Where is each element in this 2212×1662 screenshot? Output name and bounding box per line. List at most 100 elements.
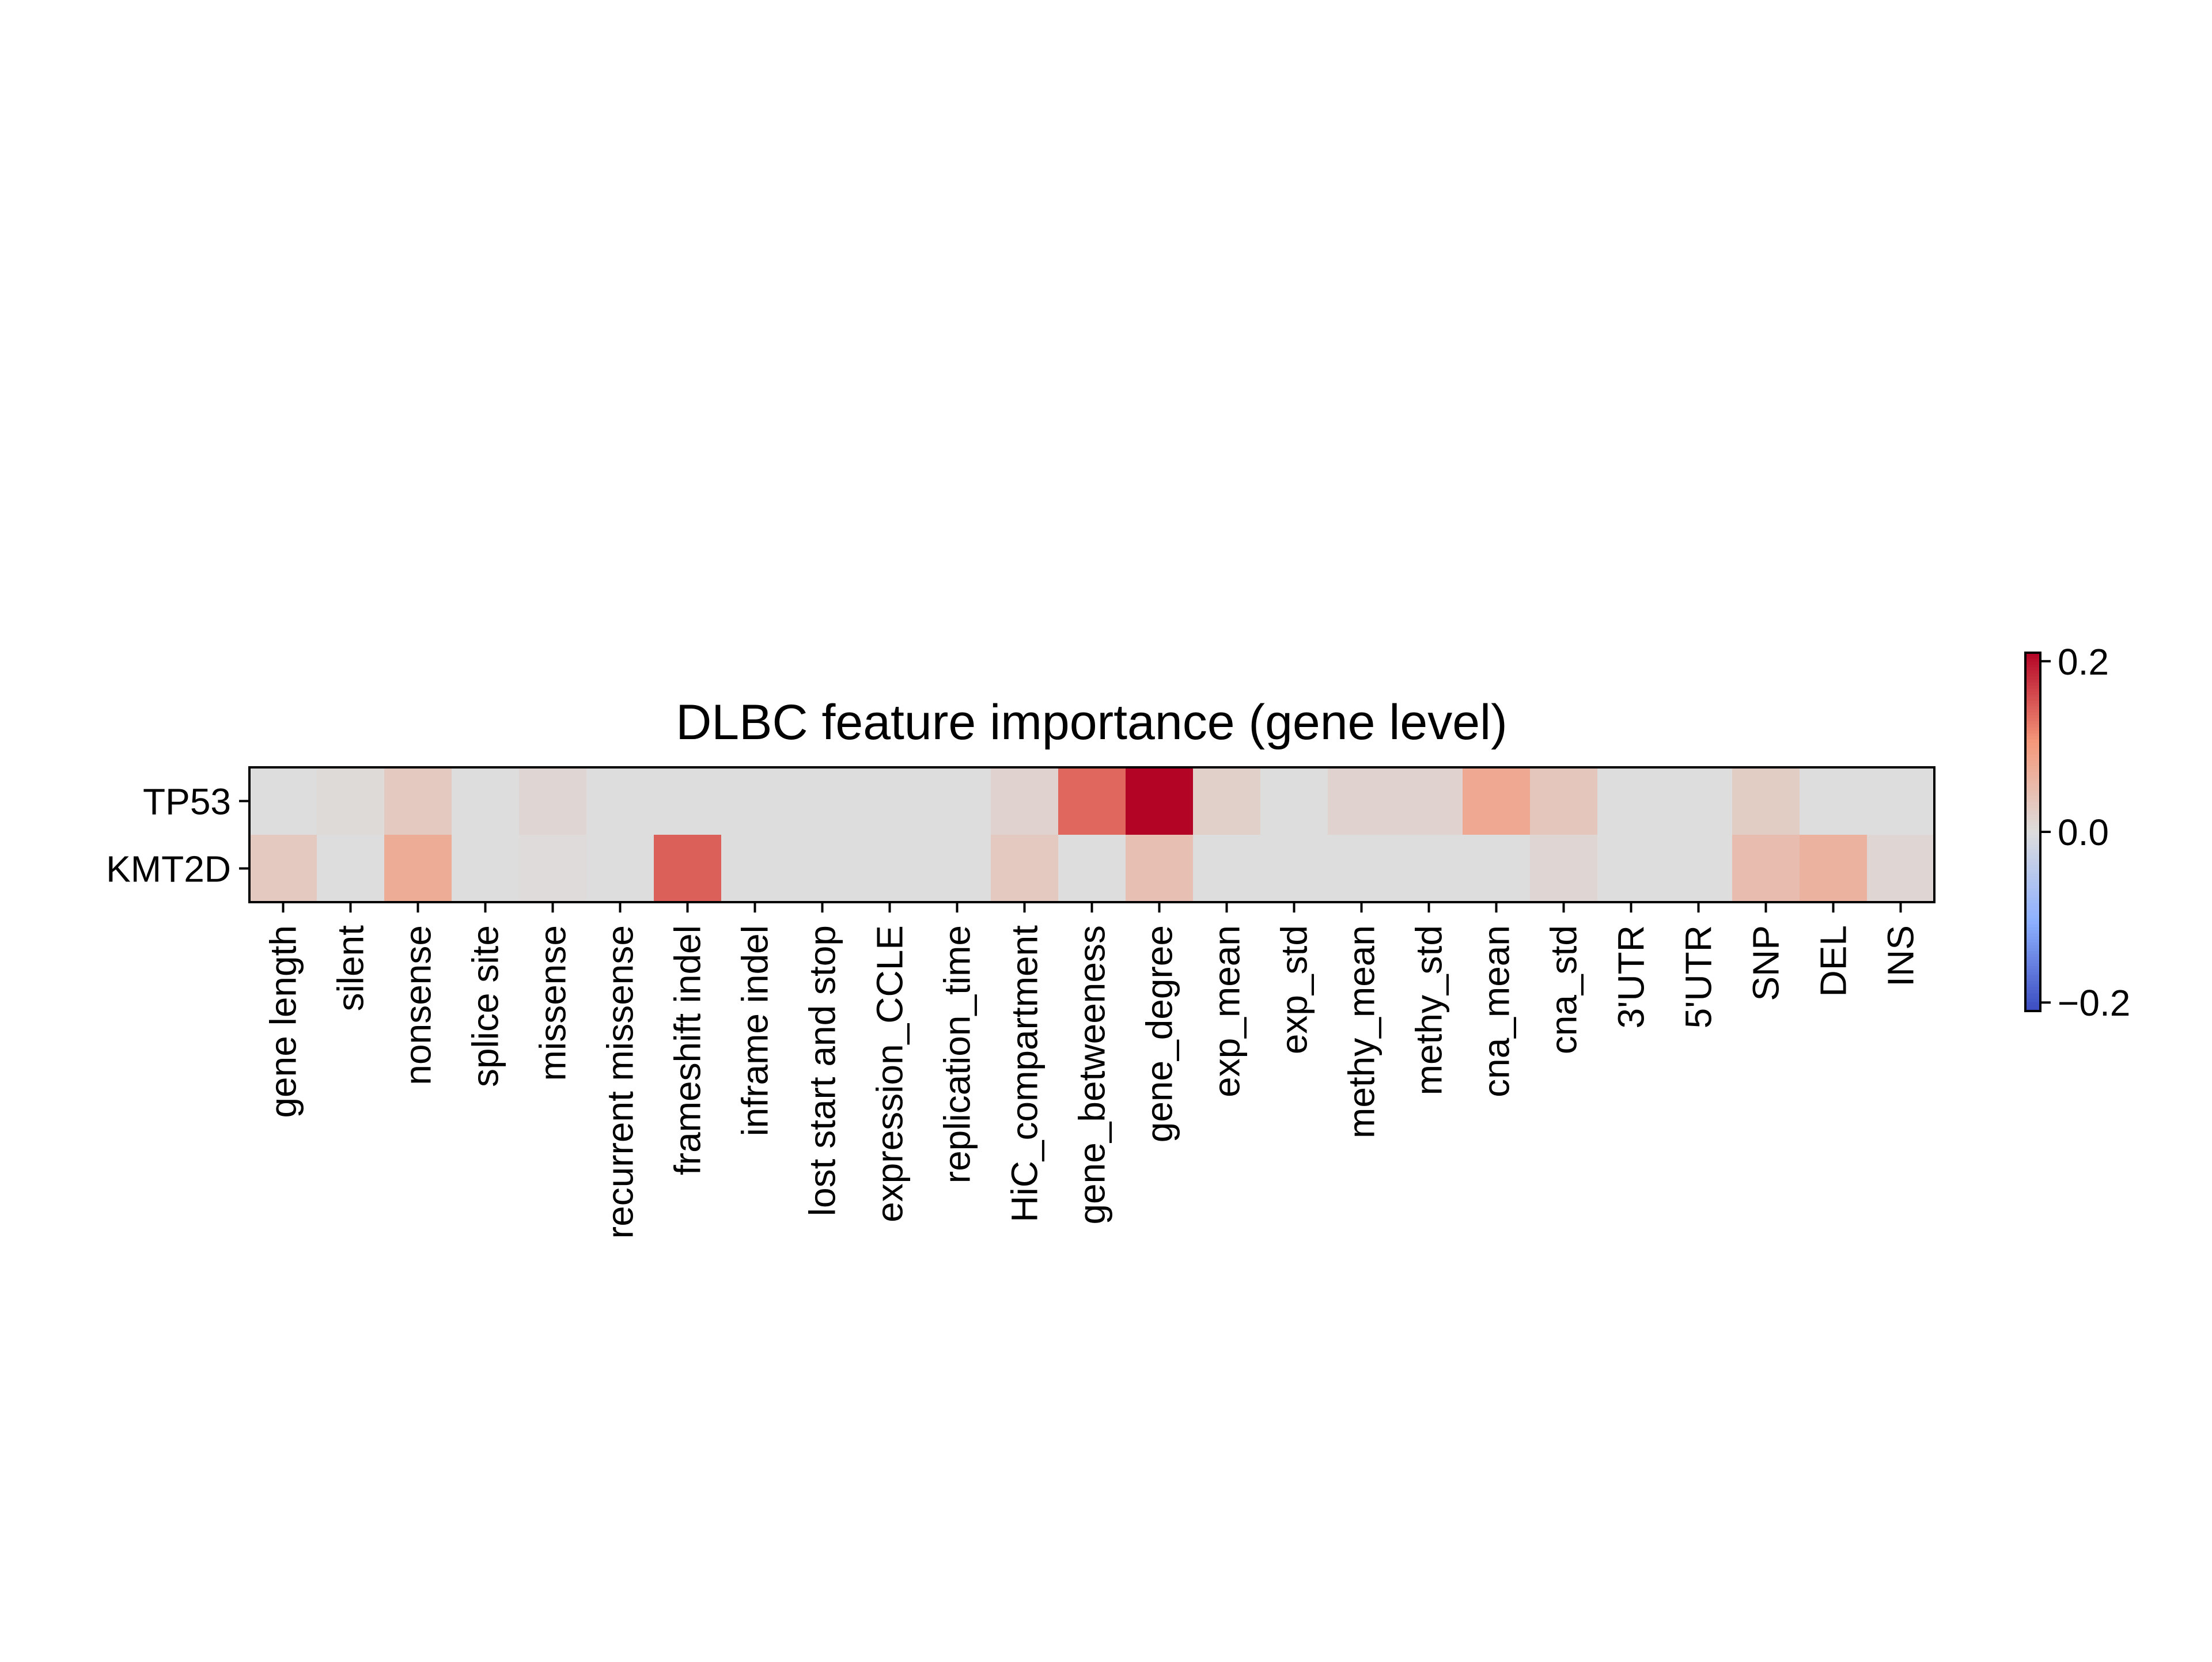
colorbar-segment	[2025, 888, 2040, 892]
colorbar-segment	[2025, 673, 2040, 677]
colorbar-segment	[2025, 793, 2040, 797]
heatmap-cell	[1463, 767, 1531, 835]
colorbar-segment	[2025, 766, 2040, 770]
colorbar-segment	[2025, 691, 2040, 695]
colorbar-segment	[2025, 667, 2040, 671]
colorbar-segment	[2025, 846, 2040, 850]
colorbar-segment	[2025, 865, 2040, 868]
heatmap-cell	[856, 835, 924, 903]
colorbar-segment	[2025, 924, 2040, 928]
heatmap-cell	[452, 767, 520, 835]
heatmap-cell	[789, 835, 857, 903]
x-tick-label: gene length	[263, 925, 304, 1118]
colorbar-segment	[2025, 918, 2040, 922]
heatmap-cell	[1463, 835, 1531, 903]
x-tick-label: frameshift indel	[667, 925, 709, 1175]
x-tick-label: inframe indel	[734, 925, 776, 1136]
y-tick-label: TP53	[143, 781, 231, 823]
colorbar-segment	[2025, 835, 2040, 839]
colorbar-segment	[2025, 754, 2040, 758]
heatmap-cell	[586, 835, 654, 903]
heatmap-cell	[1260, 767, 1328, 835]
x-tick-label: cna_mean	[1476, 925, 1517, 1097]
colorbar-segment	[2025, 784, 2040, 788]
colorbar-segment	[2025, 987, 2040, 991]
colorbar-segment	[2025, 984, 2040, 988]
colorbar-segment	[2025, 978, 2040, 982]
x-tick-label: SNP	[1745, 925, 1787, 1001]
colorbar-segment	[2025, 796, 2040, 800]
x-tick-label: gene_degree	[1139, 925, 1180, 1142]
colorbar-segment	[2025, 996, 2040, 1000]
colorbar-segment	[2025, 858, 2040, 862]
heatmap-cell	[1058, 767, 1126, 835]
heatmap-cell	[452, 835, 520, 903]
colorbar-segment	[2025, 661, 2040, 665]
colorbar-segment	[2025, 686, 2040, 689]
colorbar-segment	[2025, 739, 2040, 743]
x-tick-label: methy_mean	[1341, 925, 1382, 1138]
x-tick-label: lost start and stop	[802, 925, 843, 1216]
colorbar-segment	[2025, 656, 2040, 660]
x-tick-label: cna_std	[1543, 925, 1585, 1054]
x-tick-label: INS	[1880, 925, 1922, 987]
colorbar-segment	[2025, 954, 2040, 958]
colorbar-segment	[2025, 820, 2040, 824]
colorbar-tick-label: −0.2	[2058, 982, 2130, 1024]
colorbar-segment	[2025, 760, 2040, 764]
x-tick-label: splice site	[465, 925, 506, 1087]
colorbar-segment	[2025, 700, 2040, 704]
colorbar-segment	[2025, 906, 2040, 910]
heatmap-cell	[1665, 767, 1733, 835]
heatmap-cell	[1867, 835, 1935, 903]
colorbar-segment	[2025, 1002, 2040, 1006]
colorbar-segment	[2025, 900, 2040, 904]
colorbar-segment	[2025, 772, 2040, 776]
colorbar-segment	[2025, 951, 2040, 955]
y-tick-label: KMT2D	[106, 849, 231, 890]
colorbar-segment	[2025, 721, 2040, 725]
heatmap-cells	[249, 767, 1935, 903]
colorbar-segment	[2025, 826, 2040, 830]
colorbar-segment	[2025, 921, 2040, 925]
colorbar-segment	[2025, 775, 2040, 779]
colorbar-segment	[2025, 898, 2040, 902]
colorbar-segment	[2025, 778, 2040, 782]
x-tick-label: expression_CCLE	[869, 925, 911, 1222]
colorbar-segment	[2025, 885, 2040, 889]
colorbar-segment	[2025, 957, 2040, 961]
colorbar-segment	[2025, 828, 2040, 832]
heatmap-cell	[1058, 835, 1126, 903]
colorbar-segment	[2025, 658, 2040, 662]
colorbar-segment	[2025, 1008, 2040, 1012]
colorbar-segment	[2025, 942, 2040, 946]
colorbar-segment	[2025, 653, 2040, 656]
colorbar-segment	[2025, 960, 2040, 964]
heatmap-cell	[1530, 835, 1598, 903]
heatmap-cell	[1126, 767, 1194, 835]
heatmap-cell	[1867, 767, 1935, 835]
colorbar-segment	[2025, 811, 2040, 815]
heatmap-cell	[1395, 767, 1463, 835]
colorbar-segment	[2025, 868, 2040, 872]
heatmap-cell	[1328, 767, 1396, 835]
colorbar-segment	[2025, 855, 2040, 860]
colorbar-segment	[2025, 933, 2040, 937]
colorbar-segment	[2025, 745, 2040, 749]
colorbar-segment	[2025, 757, 2040, 761]
colorbar-segment	[2025, 676, 2040, 680]
colorbar-segment	[2025, 903, 2040, 907]
colorbar-segment	[2025, 975, 2040, 979]
colorbar-segment	[2025, 909, 2040, 913]
colorbar-segment	[2025, 873, 2040, 877]
colorbar-segment	[2025, 993, 2040, 997]
colorbar-segment	[2025, 870, 2040, 874]
colorbar-segment	[2025, 724, 2040, 728]
heatmap-cell	[1800, 835, 1868, 903]
colorbar-segment	[2025, 694, 2040, 698]
colorbar-segment	[2025, 805, 2040, 809]
colorbar-segment	[2025, 715, 2040, 719]
colorbar-segment	[2025, 802, 2040, 806]
colorbar-segment	[2025, 808, 2040, 812]
x-tick-label: 3'UTR	[1611, 925, 1652, 1028]
